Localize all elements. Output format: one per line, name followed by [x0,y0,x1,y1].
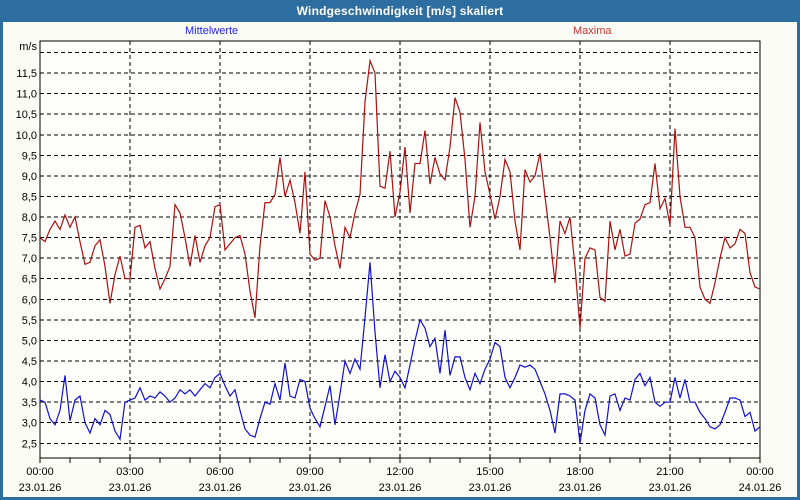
svg-text:21:00: 21:00 [656,466,684,478]
legend-mittelwerte-label: Mittelwerte [185,25,239,37]
svg-text:6,5: 6,5 [22,274,37,286]
svg-text:23.01.26: 23.01.26 [109,482,152,494]
svg-text:8,0: 8,0 [22,212,37,224]
svg-text:09:00: 09:00 [296,466,324,478]
title-bar: Windgeschwindigkeit [m/s] skaliert [0,0,800,22]
svg-text:23.01.26: 23.01.26 [199,482,242,494]
svg-text:03:00: 03:00 [116,466,144,478]
svg-text:4,5: 4,5 [22,356,37,368]
svg-text:00:00: 00:00 [746,466,774,478]
svg-text:9,0: 9,0 [22,171,37,183]
svg-text:7,5: 7,5 [22,233,37,245]
svg-text:7,0: 7,0 [22,253,37,265]
svg-text:18:00: 18:00 [566,466,594,478]
window-title: Windgeschwindigkeit [m/s] skaliert [296,4,504,18]
svg-text:15:00: 15:00 [476,466,504,478]
svg-text:23.01.26: 23.01.26 [469,482,512,494]
svg-text:2,5: 2,5 [22,438,37,450]
svg-text:00:00: 00:00 [26,466,54,478]
svg-text:23.01.26: 23.01.26 [289,482,332,494]
svg-text:23.01.26: 23.01.26 [649,482,692,494]
svg-text:12:00: 12:00 [386,466,414,478]
svg-text:8,5: 8,5 [22,191,37,203]
svg-text:5,5: 5,5 [22,315,37,327]
svg-text:5,0: 5,0 [22,335,37,347]
chart-panel: Mittelwerte Maxima 11,5 11,0 10,5 10,0 9,5 9,… [3,22,797,497]
svg-text:23.01.26: 23.01.26 [19,482,62,494]
svg-text:24.01.26: 24.01.26 [739,482,782,494]
svg-text:10,0: 10,0 [16,130,37,142]
svg-text:m/s: m/s [19,41,37,53]
svg-text:9,5: 9,5 [22,150,37,162]
svg-text:3,5: 3,5 [22,397,37,409]
svg-text:11,0: 11,0 [16,89,37,101]
svg-text:3,0: 3,0 [22,418,37,430]
svg-text:06:00: 06:00 [206,466,234,478]
svg-text:10,5: 10,5 [16,109,37,121]
svg-text:11,5: 11,5 [16,68,37,80]
svg-text:6,0: 6,0 [22,294,37,306]
svg-text:23.01.26: 23.01.26 [559,482,602,494]
chart-legend: Mittelwerte Maxima [3,22,797,42]
svg-text:4,0: 4,0 [22,377,37,389]
svg-text:23.01.26: 23.01.26 [379,482,422,494]
legend-maxima-label: Maxima [573,25,612,37]
